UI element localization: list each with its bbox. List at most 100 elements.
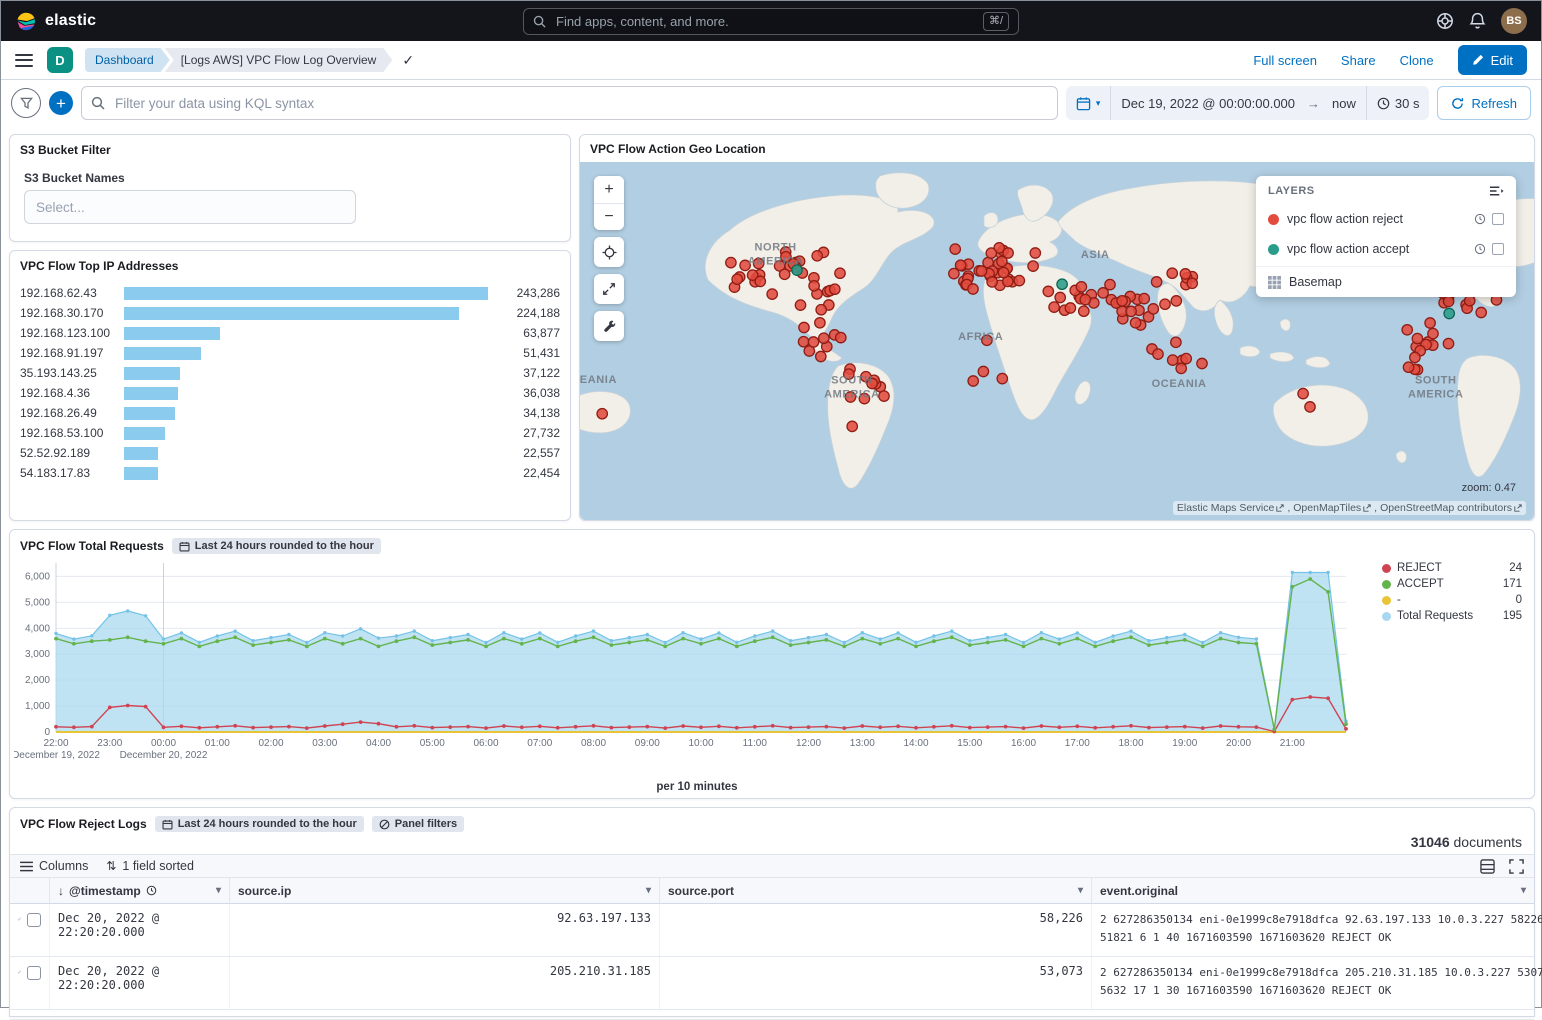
map-marker-reject[interactable] [1166, 354, 1179, 366]
attribution-link[interactable]: Elastic Maps Service [1177, 502, 1285, 514]
legend-item[interactable]: ACCEPT 171 [1382, 578, 1522, 590]
ip-bar[interactable] [124, 346, 488, 360]
header-source-port[interactable]: source.port ▾ [660, 878, 1092, 904]
columns-button[interactable]: Columns [20, 859, 88, 873]
map-marker-reject[interactable] [954, 259, 967, 272]
map-marker-reject[interactable] [834, 267, 846, 280]
refresh-button[interactable]: Refresh [1437, 86, 1531, 120]
map-marker-reject[interactable] [1159, 298, 1171, 311]
display-grid-icon[interactable] [1480, 858, 1495, 874]
map-marker-reject[interactable] [1442, 337, 1455, 350]
map-marker-reject[interactable] [878, 390, 890, 402]
pencil-icon[interactable] [18, 966, 21, 978]
map-marker-reject[interactable] [834, 331, 847, 344]
map-marker-reject[interactable] [1138, 292, 1151, 305]
map-marker-reject[interactable] [1463, 294, 1476, 307]
map-marker-reject[interactable] [725, 256, 737, 269]
map-marker-reject[interactable] [1013, 274, 1026, 287]
map-marker-reject[interactable] [1029, 247, 1042, 259]
filter-menu-button[interactable] [11, 88, 41, 118]
map-marker-reject[interactable] [996, 255, 1008, 268]
legend-item[interactable]: Total Requests 195 [1382, 610, 1522, 622]
space-avatar[interactable]: D [47, 47, 73, 73]
ip-bar[interactable] [124, 426, 488, 440]
map-marker-reject[interactable] [1150, 276, 1163, 288]
kql-query-input[interactable] [113, 94, 1048, 112]
map-marker-reject[interactable] [739, 259, 751, 272]
map-marker-reject[interactable] [858, 392, 871, 405]
map-marker-reject[interactable] [815, 303, 828, 316]
notifications-bell-icon[interactable] [1469, 12, 1486, 30]
map-marker-reject[interactable] [1048, 301, 1060, 313]
ip-bar[interactable] [124, 326, 488, 340]
map-marker-reject[interactable] [817, 332, 830, 345]
header-event-original[interactable]: event.original ▾ [1092, 878, 1534, 904]
map-marker-reject[interactable] [1129, 316, 1142, 329]
map-marker-reject[interactable] [846, 420, 859, 433]
map-marker-reject[interactable] [996, 372, 1009, 385]
ip-bar[interactable] [124, 366, 488, 380]
global-search[interactable]: ⌘/ [523, 8, 1019, 35]
map-marker-reject[interactable] [766, 288, 779, 300]
map-marker-reject[interactable] [1125, 305, 1137, 318]
map-marker-reject[interactable] [985, 247, 998, 259]
map-marker-reject[interactable] [1147, 303, 1160, 315]
ip-bar[interactable] [124, 306, 488, 320]
map-marker-reject[interactable] [1077, 305, 1090, 318]
table-row[interactable]: Dec 20, 2022 @ 22:20:20.000 205.210.31.18… [10, 957, 1542, 1010]
map-marker-reject[interactable] [1042, 285, 1055, 298]
row-checkbox[interactable] [27, 966, 41, 980]
attribution-link[interactable]: OpenMapTiles [1293, 502, 1371, 514]
expand-map-button[interactable] [594, 274, 624, 304]
map-marker-reject[interactable] [842, 368, 855, 380]
time-range-badge[interactable]: Last 24 hours rounded to the hour [154, 816, 364, 832]
layer-checkbox[interactable] [1492, 243, 1504, 255]
map-marker-reject[interactable] [797, 335, 810, 348]
map-marker-reject[interactable] [844, 391, 857, 403]
map-marker-reject[interactable] [993, 242, 1006, 254]
map-marker-reject[interactable] [949, 243, 962, 255]
map-marker-reject[interactable] [1196, 357, 1208, 370]
zoom-out-button[interactable]: − [594, 203, 624, 230]
header-source-ip[interactable]: source.ip ▾ [230, 878, 660, 904]
map-marker-reject[interactable] [967, 375, 980, 387]
map-marker-reject[interactable] [866, 377, 878, 390]
breadcrumb-dashboard[interactable]: Dashboard [85, 48, 170, 72]
map-marker-reject[interactable] [778, 268, 791, 281]
row-checkbox[interactable] [27, 913, 41, 927]
map-marker-reject[interactable] [1411, 332, 1424, 345]
map-marker-reject[interactable] [1170, 295, 1183, 307]
panel-filters-badge[interactable]: Panel filters [371, 816, 465, 832]
ip-bar[interactable] [124, 286, 488, 300]
layer-item-accept[interactable]: vpc flow action accept [1256, 234, 1516, 264]
map-marker-reject[interactable] [814, 316, 826, 329]
layers-list-icon[interactable] [1489, 185, 1504, 197]
user-avatar[interactable]: BS [1501, 8, 1527, 34]
clone-link[interactable]: Clone [1399, 52, 1434, 68]
layer-item-basemap[interactable]: Basemap [1256, 266, 1516, 297]
map-marker-reject[interactable] [1097, 287, 1109, 299]
map-marker-reject[interactable] [746, 269, 759, 281]
pencil-icon[interactable] [18, 913, 21, 925]
global-search-input[interactable] [554, 13, 975, 30]
map-marker-accept[interactable] [1056, 278, 1068, 291]
help-icon[interactable] [1436, 12, 1454, 30]
map-marker-reject[interactable] [1186, 277, 1199, 290]
map-marker-reject[interactable] [1027, 260, 1039, 272]
map-marker-reject[interactable] [1475, 306, 1488, 319]
map-marker-reject[interactable] [948, 267, 960, 280]
layer-checkbox[interactable] [1492, 213, 1504, 225]
fullscreen-icon[interactable] [1509, 858, 1524, 874]
share-link[interactable]: Share [1340, 52, 1376, 68]
start-date-button[interactable]: Dec 19, 2022 @ 00:00:00.000 [1111, 86, 1305, 120]
map-marker-reject[interactable] [986, 276, 998, 288]
s3-bucket-select[interactable]: Select... [24, 190, 356, 224]
map-marker-reject[interactable] [1104, 278, 1116, 291]
map-marker-reject[interactable] [794, 299, 807, 311]
ip-bar[interactable] [124, 466, 488, 480]
map-marker-accept[interactable] [1443, 307, 1456, 320]
map-marker-reject[interactable] [981, 334, 993, 347]
map-marker-reject[interactable] [798, 321, 810, 334]
full-screen-link[interactable]: Full screen [1253, 52, 1317, 68]
zoom-in-button[interactable]: + [594, 176, 624, 203]
